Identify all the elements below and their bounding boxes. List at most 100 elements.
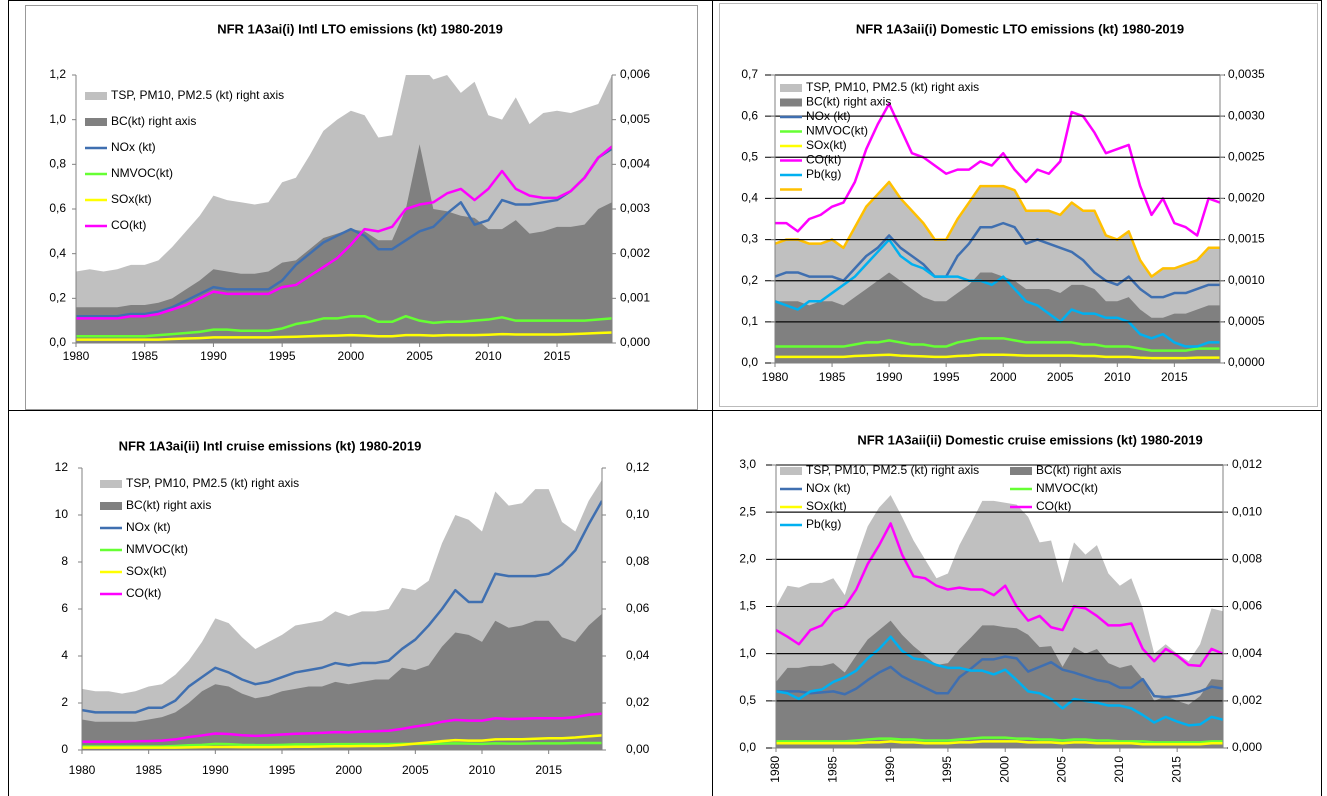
x-tick-label: 1985 xyxy=(135,763,162,777)
y-tick-label: 0,6 xyxy=(741,108,758,122)
y2-tick-label: 0,002 xyxy=(1232,693,1262,707)
y-tick-label: 0,0 xyxy=(739,740,756,754)
line xyxy=(776,522,1223,668)
y2-tick-label: 0,0020 xyxy=(1228,191,1265,205)
chart-title: NFR 1A3aii(ii) Domestic cruise emissions… xyxy=(857,432,1202,447)
y2-tick-label: 0,005 xyxy=(620,112,650,126)
y2-tick-label: 0,02 xyxy=(626,695,650,709)
line xyxy=(76,145,612,320)
y2-tick-label: 0,0035 xyxy=(1228,67,1265,81)
chart: NFR 1A3aii(ii) Domestic cruise emissions… xyxy=(739,432,1262,782)
y-tick-label: 1,0 xyxy=(739,646,756,660)
x-tick-label: 2010 xyxy=(1112,756,1126,783)
plot-area xyxy=(76,75,612,343)
chart-frame xyxy=(719,3,1318,407)
chart: NFR 1A3ai(ii) Intl cruise emissions (kt)… xyxy=(55,438,650,777)
legend-label: TSP, PM10, PM2.5 (kt) right axis xyxy=(806,80,979,94)
line xyxy=(776,635,1223,727)
legend-swatch xyxy=(85,92,107,100)
x-tick-label: 2015 xyxy=(1169,756,1183,783)
x-tick-label: 1990 xyxy=(883,756,897,783)
line xyxy=(82,741,602,748)
legend-label: SOx(kt) xyxy=(111,192,152,206)
y-tick-label: 2 xyxy=(61,695,68,709)
y-tick-label: 1,0 xyxy=(49,112,66,126)
line xyxy=(775,337,1220,352)
legend-swatch xyxy=(100,480,122,488)
x-tick-label: 1995 xyxy=(269,349,296,363)
y2-tick-label: 0,04 xyxy=(626,648,650,662)
legend-label: SOx(kt) xyxy=(126,564,167,578)
legend-label: TSP, PM10, PM2.5 (kt) right axis xyxy=(126,476,299,490)
legend-label: TSP, PM10, PM2.5 (kt) right axis xyxy=(111,88,284,102)
plot-area xyxy=(775,102,1220,363)
y-tick-label: 0,5 xyxy=(741,149,758,163)
line xyxy=(82,734,602,749)
y2-tick-label: 0,0010 xyxy=(1228,273,1265,287)
x-tick-label: 1980 xyxy=(63,349,90,363)
legend-swatch xyxy=(100,502,122,510)
legend-label: Pb(kg) xyxy=(806,517,841,531)
x-tick-label: 2005 xyxy=(402,763,429,777)
chart-title: NFR 1A3ai(ii) Intl cruise emissions (kt)… xyxy=(119,438,422,453)
y-tick-label: 3,0 xyxy=(739,457,756,471)
line xyxy=(776,655,1223,699)
x-tick-label: 2010 xyxy=(469,763,496,777)
legend-label: NMVOC(kt) xyxy=(1036,481,1098,495)
y2-tick-label: 0,006 xyxy=(1232,599,1262,613)
y2-tick-label: 0,006 xyxy=(620,67,650,81)
x-tick-label: 1995 xyxy=(940,756,954,783)
y-tick-label: 1,2 xyxy=(49,67,66,81)
y2-tick-label: 0,0000 xyxy=(1228,355,1265,369)
y-tick-label: 0,2 xyxy=(741,273,758,287)
line xyxy=(82,500,602,714)
y2-tick-label: 0,004 xyxy=(1232,646,1262,660)
x-tick-label: 2005 xyxy=(406,349,433,363)
chart-frame xyxy=(25,5,698,410)
y-tick-label: 0,7 xyxy=(741,67,758,81)
y2-tick-label: 0,10 xyxy=(626,507,650,521)
x-tick-label: 2000 xyxy=(990,370,1017,384)
legend-label: NMVOC(kt) xyxy=(126,542,188,556)
area xyxy=(82,613,602,750)
x-tick-label: 1990 xyxy=(876,370,903,384)
x-tick-label: 1990 xyxy=(202,763,229,777)
y2-tick-label: 0,001 xyxy=(620,291,650,305)
x-tick-label: 1980 xyxy=(762,370,789,384)
plot-area xyxy=(82,479,602,750)
x-tick-label: 1990 xyxy=(200,349,227,363)
y2-tick-label: 0,06 xyxy=(626,601,650,615)
legend-label: NOx (kt) xyxy=(806,481,851,495)
line xyxy=(776,736,1223,744)
x-tick-label: 1985 xyxy=(825,756,839,783)
legend-label: TSP, PM10, PM2.5 (kt) right axis xyxy=(806,463,979,477)
y-tick-label: 10 xyxy=(55,507,69,521)
y2-tick-label: 0,004 xyxy=(620,157,650,171)
y-tick-label: 0 xyxy=(61,742,68,756)
x-tick-label: 1985 xyxy=(131,349,158,363)
y2-tick-label: 0,00 xyxy=(626,742,650,756)
x-tick-label: 2015 xyxy=(1161,370,1188,384)
x-tick-label: 2000 xyxy=(997,756,1011,783)
x-tick-label: 1980 xyxy=(69,763,96,777)
y-tick-label: 0,0 xyxy=(741,355,758,369)
x-tick-label: 2015 xyxy=(544,349,571,363)
y-tick-label: 0,4 xyxy=(741,191,758,205)
y2-tick-label: 0,0005 xyxy=(1228,314,1265,328)
legend-label: CO(kt) xyxy=(806,153,841,167)
y2-tick-label: 0,008 xyxy=(1232,552,1262,566)
y-tick-label: 8 xyxy=(61,554,68,568)
legend-swatch xyxy=(85,118,107,126)
y-tick-label: 0,1 xyxy=(741,314,758,328)
y-tick-label: 2,5 xyxy=(739,504,756,518)
x-tick-label: 1995 xyxy=(269,763,296,777)
y-tick-label: 2,0 xyxy=(739,552,756,566)
table-border xyxy=(8,0,1322,796)
chart: NFR 1A3aii(i) Domestic LTO emissions (kt… xyxy=(741,21,1265,384)
legend-label: SOx(kt) xyxy=(806,499,847,513)
legend-label: CO(kt) xyxy=(111,218,146,232)
y-tick-label: 1,5 xyxy=(739,599,756,613)
y2-tick-label: 0,000 xyxy=(620,335,650,349)
